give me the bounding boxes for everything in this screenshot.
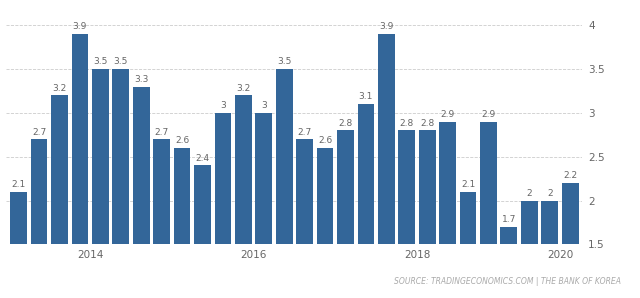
Text: 2.8: 2.8: [399, 119, 414, 128]
Text: 3.3: 3.3: [134, 75, 148, 84]
Bar: [214, 113, 231, 298]
Text: 2.9: 2.9: [481, 110, 495, 119]
Bar: [173, 148, 191, 298]
Text: 2.4: 2.4: [195, 154, 209, 163]
Text: 3.2: 3.2: [236, 84, 250, 93]
Bar: [317, 148, 333, 298]
Bar: [398, 131, 415, 298]
Text: 3.2: 3.2: [52, 84, 67, 93]
Bar: [521, 201, 538, 298]
Bar: [541, 201, 558, 298]
Text: 3.5: 3.5: [113, 58, 128, 66]
Text: 2: 2: [527, 189, 532, 198]
Bar: [419, 131, 436, 298]
Bar: [72, 34, 88, 298]
Text: 2.7: 2.7: [154, 128, 169, 136]
Text: 2.2: 2.2: [563, 171, 577, 180]
Text: 2.6: 2.6: [318, 136, 332, 145]
Text: 2.7: 2.7: [298, 128, 312, 136]
Bar: [133, 87, 150, 298]
Text: 2.6: 2.6: [175, 136, 189, 145]
Text: 3.1: 3.1: [358, 92, 373, 102]
Bar: [31, 139, 47, 298]
Bar: [378, 34, 395, 298]
Text: 3.5: 3.5: [93, 58, 108, 66]
Bar: [500, 227, 517, 298]
Text: 2.1: 2.1: [461, 180, 475, 189]
Bar: [153, 139, 170, 298]
Bar: [337, 131, 354, 298]
Text: 2.8: 2.8: [420, 119, 435, 128]
Bar: [235, 95, 252, 298]
Bar: [439, 122, 456, 298]
Bar: [194, 165, 211, 298]
Text: 1.7: 1.7: [502, 215, 516, 224]
Bar: [10, 192, 27, 298]
Bar: [92, 69, 109, 298]
Bar: [51, 95, 68, 298]
Text: 2.1: 2.1: [12, 180, 26, 189]
Text: 2.7: 2.7: [32, 128, 46, 136]
Text: SOURCE: TRADINGECONOMICS.COM | THE BANK OF KOREA: SOURCE: TRADINGECONOMICS.COM | THE BANK …: [394, 277, 621, 286]
Text: 3.9: 3.9: [73, 22, 87, 31]
Text: 2: 2: [547, 189, 552, 198]
Bar: [296, 139, 313, 298]
Bar: [276, 69, 292, 298]
Text: 2.8: 2.8: [339, 119, 353, 128]
Bar: [460, 192, 476, 298]
Bar: [562, 183, 579, 298]
Text: 3.5: 3.5: [277, 58, 291, 66]
Bar: [113, 69, 129, 298]
Bar: [480, 122, 497, 298]
Bar: [255, 113, 272, 298]
Bar: [358, 104, 374, 298]
Text: 3.9: 3.9: [379, 22, 394, 31]
Text: 3: 3: [261, 101, 267, 110]
Text: 2.9: 2.9: [440, 110, 454, 119]
Text: 3: 3: [220, 101, 226, 110]
